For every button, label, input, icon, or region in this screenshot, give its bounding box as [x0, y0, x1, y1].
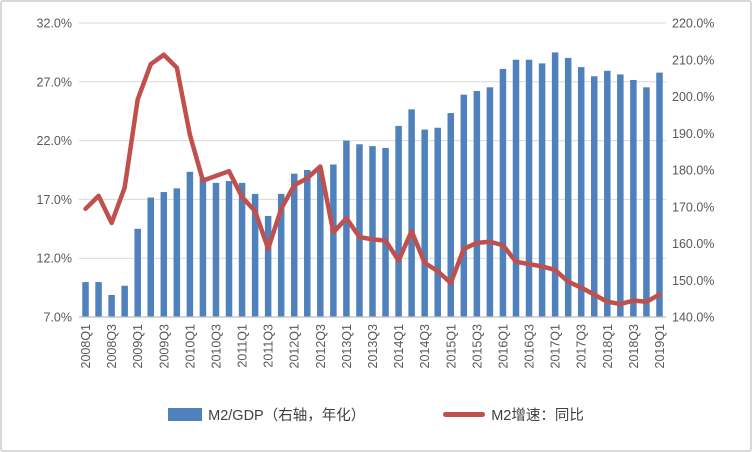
y-axis-label-right: 160.0% [672, 237, 714, 251]
legend-item-m2growth: M2增速：同比 [443, 404, 584, 425]
x-axis-label: 2013Q3 [366, 324, 380, 369]
x-axis-label: 2017Q1 [549, 324, 563, 369]
x-axis-label: 2010Q1 [183, 324, 197, 369]
bar [108, 294, 115, 317]
bar [538, 63, 546, 317]
bar [147, 197, 154, 317]
x-axis-label: 2016Q1 [496, 324, 510, 369]
x-axis-label: 2009Q1 [131, 324, 145, 369]
bar [212, 182, 220, 317]
bar [486, 87, 494, 317]
bar [460, 94, 468, 317]
x-axis-label: 2009Q3 [157, 324, 171, 369]
x-axis-label: 2013Q1 [340, 324, 354, 369]
x-axis-label: 2014Q1 [392, 324, 406, 369]
bar [82, 282, 89, 317]
y-axis-label-right: 180.0% [672, 164, 714, 178]
bar [186, 171, 194, 317]
bar [173, 188, 181, 318]
left-axis-labels: 7.0% 12.0% 17.0% 22.0% 27.0% 32.0% [37, 17, 72, 325]
x-axis-label: 2014Q3 [418, 324, 432, 369]
y-axis-label-left: 12.0% [37, 252, 72, 266]
legend-item-m2gdp: M2/GDP（右轴，年化） [168, 404, 365, 425]
bar [304, 170, 311, 317]
line-series-m2-growth [83, 52, 662, 307]
x-axis-label: 2008Q3 [105, 324, 119, 369]
bar [551, 52, 559, 318]
bar [656, 72, 663, 317]
x-axis-label: 2015Q1 [444, 324, 458, 369]
bar [95, 282, 102, 317]
bar-series-m2gdp [82, 52, 663, 318]
y-axis-label-right: 200.0% [672, 90, 714, 104]
y-axis-label-right: 190.0% [672, 127, 714, 141]
y-axis-label-left: 32.0% [37, 17, 72, 31]
y-axis-label-left: 17.0% [37, 193, 72, 207]
bar [382, 147, 389, 317]
bar [630, 79, 637, 318]
bar [604, 70, 611, 317]
x-axis-label: 2019Q1 [653, 324, 667, 369]
bar [134, 228, 141, 317]
bar [499, 68, 507, 317]
bar [277, 193, 285, 317]
bar [330, 164, 337, 317]
bar [395, 125, 402, 318]
legend-line-label: M2增速：同比 [491, 408, 584, 424]
bar [421, 129, 428, 317]
bar [512, 59, 520, 317]
bar [343, 140, 350, 317]
bar [290, 173, 298, 317]
x-axis-label: 2016Q3 [523, 324, 537, 369]
x-axis-label: 2012Q3 [314, 324, 328, 369]
y-axis-label-right: 220.0% [672, 17, 714, 31]
bar [356, 144, 363, 317]
x-axis-label: 2011Q1 [236, 324, 250, 368]
bar [251, 193, 259, 317]
bar [577, 67, 585, 317]
bar [264, 215, 272, 317]
bar [238, 182, 246, 317]
y-axis-label-left: 22.0% [37, 134, 72, 148]
y-axis-label-right: 140.0% [672, 311, 714, 325]
bar [199, 177, 207, 317]
bar [447, 113, 455, 317]
bar [617, 74, 624, 317]
y-axis-label-right: 170.0% [672, 200, 714, 214]
x-axis-label: 2012Q1 [288, 324, 302, 369]
legend-bar-label: M2/GDP（右轴，年化） [208, 408, 366, 424]
bar [408, 109, 415, 317]
right-axis-labels: 140.0% 150.0% 160.0% 170.0% 180.0% 190.0% 200.… [672, 17, 714, 325]
bar [121, 285, 128, 317]
bar [643, 87, 650, 317]
bar [369, 146, 376, 317]
y-axis-label-left: 7.0% [44, 311, 73, 325]
x-axis-label: 2018Q1 [601, 324, 615, 369]
bar [473, 90, 481, 318]
y-axis-label-left: 27.0% [37, 75, 72, 89]
y-axis-label-right: 210.0% [672, 53, 714, 67]
x-axis-label: 2008Q1 [79, 324, 93, 369]
chart-legend: M2/GDP（右轴，年化） M2增速：同比 [2, 404, 750, 425]
x-axis-label: 2011Q3 [262, 324, 276, 368]
legend-line-swatch-icon [443, 412, 486, 417]
bar [225, 181, 233, 317]
bar [525, 59, 533, 317]
x-axis-label: 2010Q3 [209, 324, 223, 369]
x-axis-label: 2018Q3 [627, 324, 641, 369]
bar [317, 170, 324, 317]
y-axis-label-right: 150.0% [672, 274, 714, 288]
bar [564, 57, 572, 317]
x-axis-label: 2015Q3 [470, 324, 484, 369]
bar [434, 127, 441, 318]
x-axis-label: 2017Q3 [575, 324, 589, 369]
legend-bar-swatch-icon [168, 408, 203, 421]
bar [591, 76, 598, 317]
x-axis-labels: 2008Q1 2008Q3 2009Q1 2009Q3 2010Q1 2010Q3 2011… [79, 324, 667, 369]
bar [160, 192, 168, 317]
